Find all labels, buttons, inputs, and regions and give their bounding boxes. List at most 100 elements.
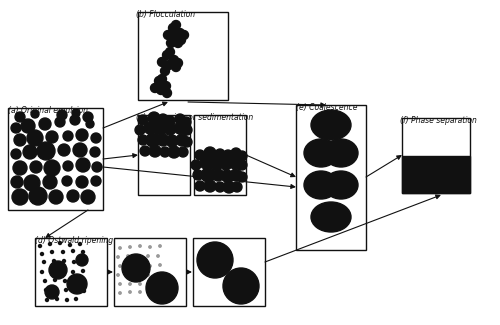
Circle shape	[138, 135, 148, 145]
Circle shape	[170, 56, 178, 64]
Circle shape	[193, 170, 203, 180]
Circle shape	[46, 298, 48, 302]
Circle shape	[82, 259, 86, 263]
Circle shape	[174, 58, 182, 68]
Circle shape	[29, 187, 47, 205]
Circle shape	[174, 38, 182, 47]
Circle shape	[42, 261, 45, 264]
Circle shape	[129, 264, 131, 266]
Circle shape	[150, 84, 160, 93]
Ellipse shape	[311, 110, 351, 140]
Circle shape	[172, 62, 180, 72]
Circle shape	[72, 261, 76, 264]
Circle shape	[27, 130, 43, 146]
Circle shape	[82, 279, 86, 281]
Circle shape	[81, 190, 95, 204]
Bar	[402, 155, 470, 193]
Circle shape	[119, 292, 121, 294]
Circle shape	[40, 253, 43, 255]
Circle shape	[11, 123, 21, 133]
Circle shape	[178, 147, 188, 157]
Circle shape	[76, 176, 88, 188]
Circle shape	[129, 246, 131, 248]
Circle shape	[146, 272, 178, 304]
Circle shape	[83, 112, 93, 122]
Circle shape	[82, 290, 86, 292]
Circle shape	[76, 158, 90, 172]
Circle shape	[180, 31, 188, 40]
Circle shape	[24, 175, 40, 191]
Circle shape	[68, 243, 71, 246]
Circle shape	[162, 88, 172, 98]
Ellipse shape	[304, 139, 338, 167]
Circle shape	[232, 182, 242, 192]
Circle shape	[54, 279, 56, 281]
Circle shape	[43, 175, 57, 189]
Circle shape	[237, 151, 247, 161]
Circle shape	[127, 274, 129, 276]
Circle shape	[76, 254, 88, 266]
Circle shape	[166, 135, 178, 147]
Ellipse shape	[304, 171, 338, 199]
Circle shape	[159, 282, 161, 284]
Circle shape	[55, 117, 65, 127]
Circle shape	[74, 280, 76, 282]
Circle shape	[159, 291, 161, 293]
Circle shape	[209, 156, 223, 170]
Circle shape	[237, 160, 247, 170]
Circle shape	[168, 23, 177, 32]
Circle shape	[46, 131, 58, 143]
Circle shape	[138, 115, 148, 125]
Circle shape	[231, 148, 241, 158]
Circle shape	[147, 274, 149, 276]
Circle shape	[11, 176, 23, 188]
Circle shape	[230, 169, 242, 181]
Text: (f) Phase separation: (f) Phase separation	[400, 116, 477, 125]
Circle shape	[176, 35, 186, 45]
Ellipse shape	[324, 171, 358, 199]
Circle shape	[63, 131, 73, 141]
Circle shape	[149, 246, 151, 248]
Circle shape	[223, 150, 233, 160]
Circle shape	[74, 297, 78, 301]
Circle shape	[21, 119, 35, 133]
Text: (e) Coalescence: (e) Coalescence	[296, 103, 358, 112]
Circle shape	[58, 241, 61, 244]
Circle shape	[49, 261, 67, 279]
Circle shape	[158, 58, 166, 67]
Circle shape	[40, 270, 43, 274]
Circle shape	[176, 134, 188, 146]
Circle shape	[62, 259, 66, 263]
Circle shape	[182, 125, 192, 135]
Circle shape	[72, 270, 74, 274]
Circle shape	[57, 110, 67, 120]
Circle shape	[137, 274, 139, 276]
Bar	[402, 118, 470, 193]
Circle shape	[159, 264, 161, 266]
Circle shape	[174, 122, 186, 134]
Circle shape	[74, 289, 76, 292]
Circle shape	[164, 123, 176, 135]
Circle shape	[223, 268, 259, 304]
Circle shape	[129, 283, 131, 285]
Circle shape	[72, 109, 80, 117]
Circle shape	[166, 38, 175, 47]
Circle shape	[119, 283, 121, 285]
Circle shape	[76, 129, 88, 141]
Bar	[8, 108, 103, 210]
Circle shape	[215, 149, 225, 159]
Circle shape	[62, 251, 64, 254]
Circle shape	[82, 251, 84, 254]
Circle shape	[31, 110, 39, 118]
Circle shape	[204, 180, 216, 192]
Circle shape	[229, 157, 241, 169]
Circle shape	[160, 147, 170, 157]
Circle shape	[62, 269, 64, 272]
Circle shape	[139, 245, 141, 247]
Circle shape	[44, 280, 46, 282]
Circle shape	[137, 255, 139, 257]
Bar	[296, 105, 366, 250]
Circle shape	[54, 289, 58, 292]
Circle shape	[73, 143, 87, 157]
Circle shape	[38, 244, 42, 248]
